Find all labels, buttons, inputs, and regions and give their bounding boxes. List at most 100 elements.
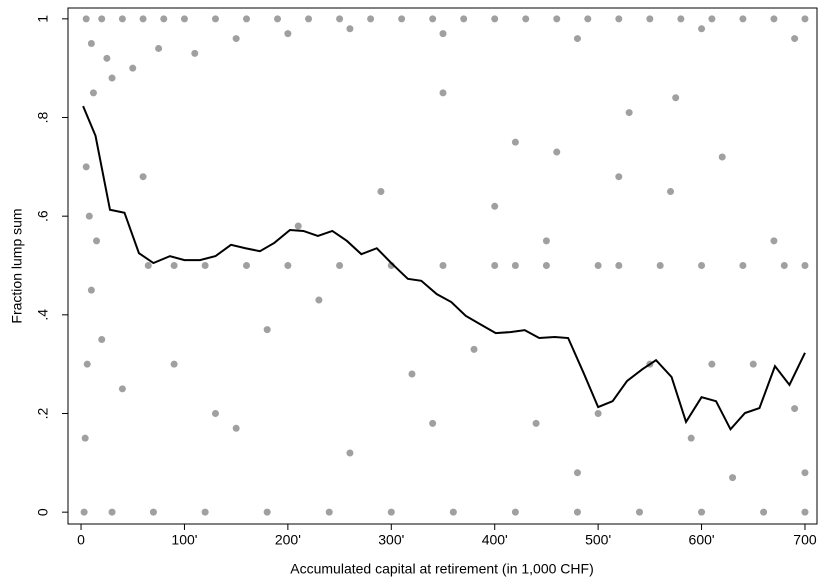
plot-frame: [67, 7, 818, 525]
y-tick-label: .2: [35, 407, 51, 419]
scatter-point: [367, 15, 375, 23]
scatter-point: [80, 508, 88, 516]
scatter-point: [573, 35, 581, 43]
scatter-point: [698, 25, 706, 33]
scatter-point: [180, 15, 188, 23]
scatter-point: [791, 35, 799, 43]
scatter-point: [336, 262, 344, 270]
scatter-point: [87, 40, 95, 48]
scatter-point: [801, 262, 809, 270]
scatter-point: [149, 508, 157, 516]
scatter-point: [532, 419, 540, 427]
scatter-point: [201, 508, 209, 516]
scatter-point: [677, 15, 685, 23]
scatter-point: [170, 360, 178, 368]
scatter-point: [615, 173, 623, 181]
scatter-point: [698, 262, 706, 270]
scatter-point: [103, 54, 111, 62]
scatter-point: [139, 173, 147, 181]
scatter-point: [377, 188, 385, 196]
scatter-point: [718, 153, 726, 161]
scatter-point: [470, 345, 478, 353]
scatter-point: [801, 469, 809, 477]
scatter-point: [243, 15, 251, 23]
scatter-point: [429, 15, 437, 23]
scatter-point: [129, 64, 137, 72]
scatter-point: [698, 508, 706, 516]
scatter-point: [615, 15, 623, 23]
scatter-point: [656, 262, 664, 270]
scatter-point: [491, 202, 499, 210]
scatter-point: [98, 336, 106, 344]
scatter-point: [729, 474, 737, 482]
scatter-point: [780, 262, 788, 270]
scatter-point: [144, 262, 152, 270]
scatter-point: [672, 94, 680, 102]
scatter-point: [522, 15, 530, 23]
scatter-point: [263, 326, 271, 334]
scatter-point: [439, 89, 447, 97]
scatter-point: [98, 15, 106, 23]
scatter-point: [635, 508, 643, 516]
scatter-point: [594, 262, 602, 270]
scatter-point: [398, 15, 406, 23]
scatter-point: [336, 15, 344, 23]
scatter-point: [615, 262, 623, 270]
scatter-point: [118, 385, 126, 393]
y-tick-label: 0: [35, 508, 51, 516]
scatter-point: [460, 15, 468, 23]
mean-line: [82, 105, 806, 432]
x-tick-label: 300': [378, 532, 404, 548]
scatter-point: [93, 237, 101, 245]
scatter-point: [346, 449, 354, 457]
scatter-point: [346, 25, 354, 33]
scatter-point: [542, 237, 550, 245]
scatter-point: [170, 262, 178, 270]
y-tick-label: .4: [35, 309, 51, 321]
y-tick-label: .8: [35, 111, 51, 123]
scatter-point: [439, 30, 447, 38]
scatter-point: [573, 508, 581, 516]
scatter-point: [315, 296, 323, 304]
x-axis-label: Accumulated capital at retirement (in 1,…: [290, 561, 593, 577]
scatter-point: [201, 262, 209, 270]
scatter-point: [801, 508, 809, 516]
scatter-point: [491, 15, 499, 23]
scatter-point: [511, 262, 519, 270]
scatter-point: [511, 508, 519, 516]
scatter-point: [87, 286, 95, 294]
scatter-point: [739, 262, 747, 270]
y-tick-label: 1: [35, 15, 51, 23]
y-axis-label: Fraction lump sum: [9, 208, 25, 323]
scatter-point: [108, 74, 116, 82]
scatter-point: [81, 434, 89, 442]
x-tick-label: 500': [585, 532, 611, 548]
scatter-point: [770, 237, 778, 245]
x-tick-label: 0: [77, 532, 85, 548]
scatter-point: [760, 508, 768, 516]
scatter-point: [191, 49, 199, 57]
scatter-point: [449, 508, 457, 516]
scatter-point: [82, 15, 90, 23]
scatter-point: [542, 262, 550, 270]
scatter-point: [625, 109, 633, 117]
scatter-point: [749, 360, 757, 368]
scatter-point: [511, 138, 519, 146]
scatter-point: [294, 222, 302, 230]
scatter-point: [801, 15, 809, 23]
scatter-point: [139, 15, 147, 23]
x-tick-label: 700: [793, 532, 817, 548]
scatter-point: [211, 409, 219, 417]
x-tick-label: 200': [275, 532, 301, 548]
scatter-point: [232, 424, 240, 432]
x-tick-label: 600': [689, 532, 715, 548]
y-tick-label: .6: [35, 210, 51, 222]
scatter-point: [274, 15, 282, 23]
scatter-point: [770, 15, 778, 23]
scatter-point: [263, 508, 271, 516]
x-tick-label: 400': [482, 532, 508, 548]
scatter-point: [85, 212, 93, 220]
scatter-point: [155, 44, 163, 52]
scatter-point: [429, 419, 437, 427]
scatter-point: [408, 370, 416, 378]
